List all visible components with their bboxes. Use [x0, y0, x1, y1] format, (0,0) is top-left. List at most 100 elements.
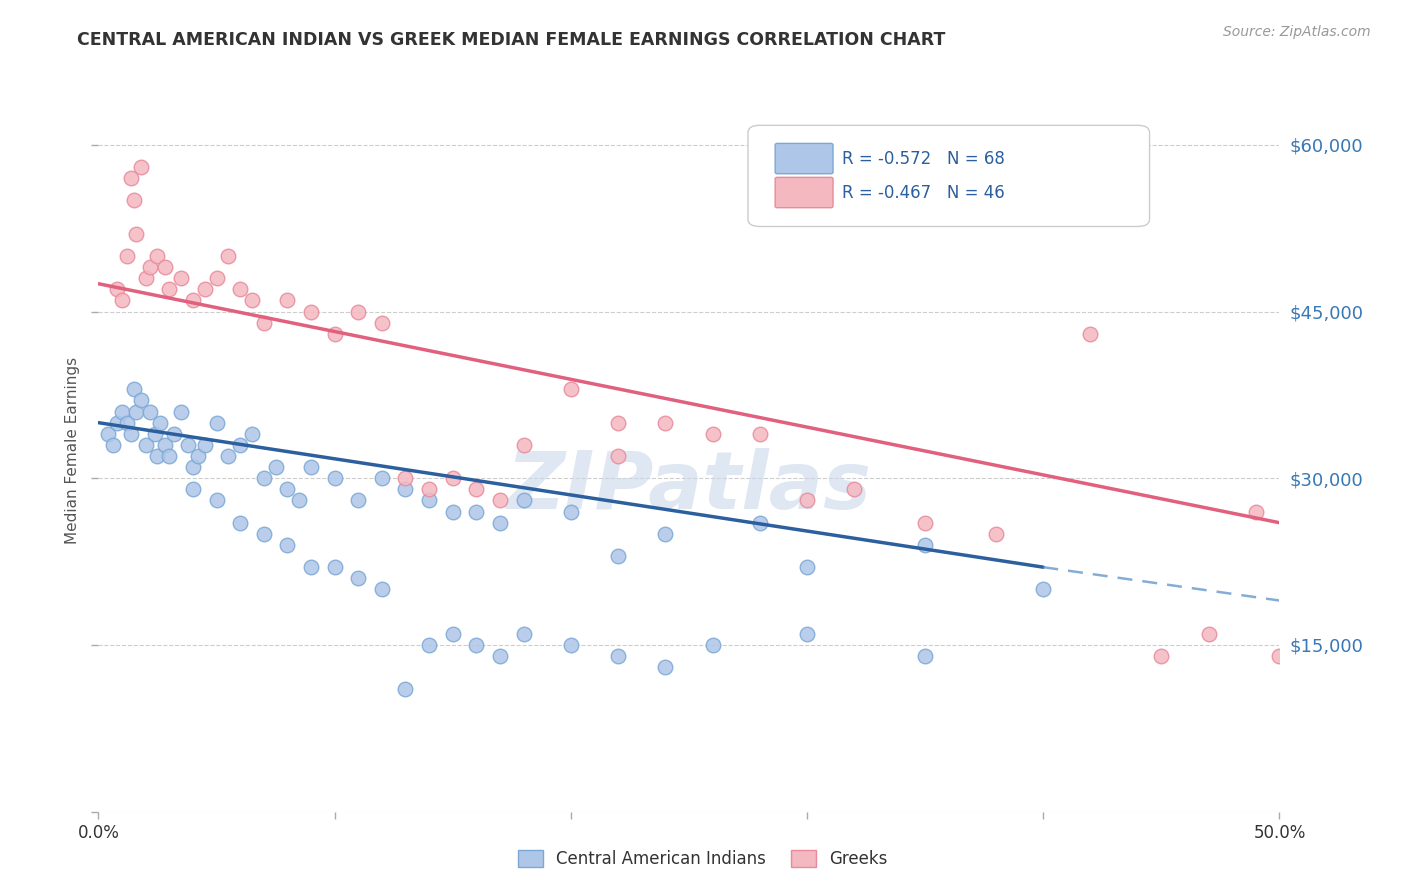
- Point: [135, 438, 157, 452]
- Text: CENTRAL AMERICAN INDIAN VS GREEK MEDIAN FEMALE EARNINGS CORRELATION CHART: CENTRAL AMERICAN INDIAN VS GREEK MEDIAN …: [77, 31, 946, 49]
- Point: [441, 471, 464, 485]
- Point: [654, 526, 676, 541]
- Point: [702, 638, 724, 652]
- Point: [560, 638, 582, 652]
- Point: [125, 227, 148, 241]
- Point: [607, 449, 630, 463]
- Point: [914, 649, 936, 664]
- Point: [1150, 649, 1173, 664]
- Point: [489, 493, 512, 508]
- Point: [796, 493, 818, 508]
- Point: [264, 460, 287, 475]
- Point: [170, 271, 193, 285]
- Point: [181, 293, 204, 308]
- Point: [111, 404, 134, 418]
- Point: [121, 171, 143, 186]
- Point: [796, 627, 818, 641]
- Point: [194, 438, 217, 452]
- Point: [153, 260, 176, 274]
- Point: [607, 416, 630, 430]
- Point: [125, 404, 148, 418]
- Point: [1198, 627, 1220, 641]
- Point: [217, 249, 239, 263]
- Point: [187, 449, 209, 463]
- Point: [205, 493, 228, 508]
- Point: [347, 571, 370, 585]
- FancyBboxPatch shape: [748, 126, 1150, 227]
- Point: [607, 549, 630, 563]
- Point: [129, 160, 152, 174]
- Point: [371, 316, 394, 330]
- Point: [253, 316, 276, 330]
- Point: [122, 194, 145, 208]
- Point: [489, 516, 512, 530]
- Point: [371, 471, 394, 485]
- Point: [276, 293, 298, 308]
- Point: [323, 471, 346, 485]
- Point: [229, 516, 252, 530]
- Point: [394, 682, 416, 697]
- Point: [240, 293, 263, 308]
- Point: [418, 493, 440, 508]
- Point: [253, 526, 276, 541]
- Point: [560, 382, 582, 396]
- Point: [914, 516, 936, 530]
- Point: [153, 438, 176, 452]
- Point: [441, 505, 464, 519]
- Point: [146, 449, 169, 463]
- Point: [240, 426, 263, 441]
- Point: [323, 326, 346, 341]
- Point: [111, 293, 134, 308]
- Point: [489, 649, 512, 664]
- Point: [512, 438, 534, 452]
- Point: [205, 271, 228, 285]
- Point: [654, 416, 676, 430]
- Point: [276, 538, 298, 552]
- Text: ZIPatlas: ZIPatlas: [506, 448, 872, 525]
- Point: [101, 438, 124, 452]
- Point: [299, 460, 322, 475]
- Point: [276, 483, 298, 497]
- Point: [418, 483, 440, 497]
- Point: [299, 304, 322, 318]
- Point: [394, 471, 416, 485]
- Point: [105, 282, 128, 296]
- Point: [702, 426, 724, 441]
- Point: [181, 483, 204, 497]
- Point: [347, 493, 370, 508]
- Point: [607, 649, 630, 664]
- Point: [512, 627, 534, 641]
- Point: [157, 282, 180, 296]
- Point: [217, 449, 239, 463]
- Point: [299, 560, 322, 574]
- Point: [844, 483, 866, 497]
- Point: [371, 582, 394, 597]
- Point: [560, 505, 582, 519]
- Point: [122, 382, 145, 396]
- Point: [205, 416, 228, 430]
- Point: [1080, 326, 1102, 341]
- Point: [97, 426, 120, 441]
- FancyBboxPatch shape: [775, 144, 832, 174]
- Point: [465, 638, 488, 652]
- Point: [139, 260, 162, 274]
- Point: [146, 249, 169, 263]
- FancyBboxPatch shape: [775, 178, 832, 208]
- Point: [1032, 582, 1054, 597]
- Point: [121, 426, 143, 441]
- Point: [748, 426, 770, 441]
- Point: [512, 493, 534, 508]
- Point: [163, 426, 186, 441]
- Point: [1268, 649, 1291, 664]
- Point: [139, 404, 162, 418]
- Y-axis label: Median Female Earnings: Median Female Earnings: [65, 357, 80, 544]
- Point: [748, 516, 770, 530]
- Point: [288, 493, 311, 508]
- Text: R = -0.467   N = 46: R = -0.467 N = 46: [842, 184, 1005, 202]
- Point: [129, 393, 152, 408]
- Point: [914, 538, 936, 552]
- Point: [394, 483, 416, 497]
- Point: [1244, 505, 1267, 519]
- Point: [984, 526, 1007, 541]
- Point: [253, 471, 276, 485]
